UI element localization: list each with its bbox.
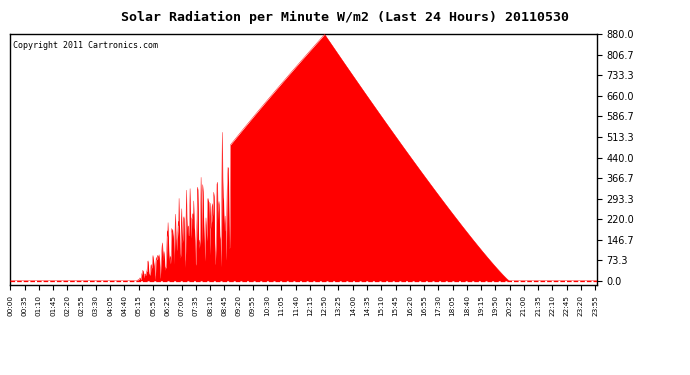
Text: Solar Radiation per Minute W/m2 (Last 24 Hours) 20110530: Solar Radiation per Minute W/m2 (Last 24… xyxy=(121,11,569,24)
Text: Copyright 2011 Cartronics.com: Copyright 2011 Cartronics.com xyxy=(13,41,158,50)
